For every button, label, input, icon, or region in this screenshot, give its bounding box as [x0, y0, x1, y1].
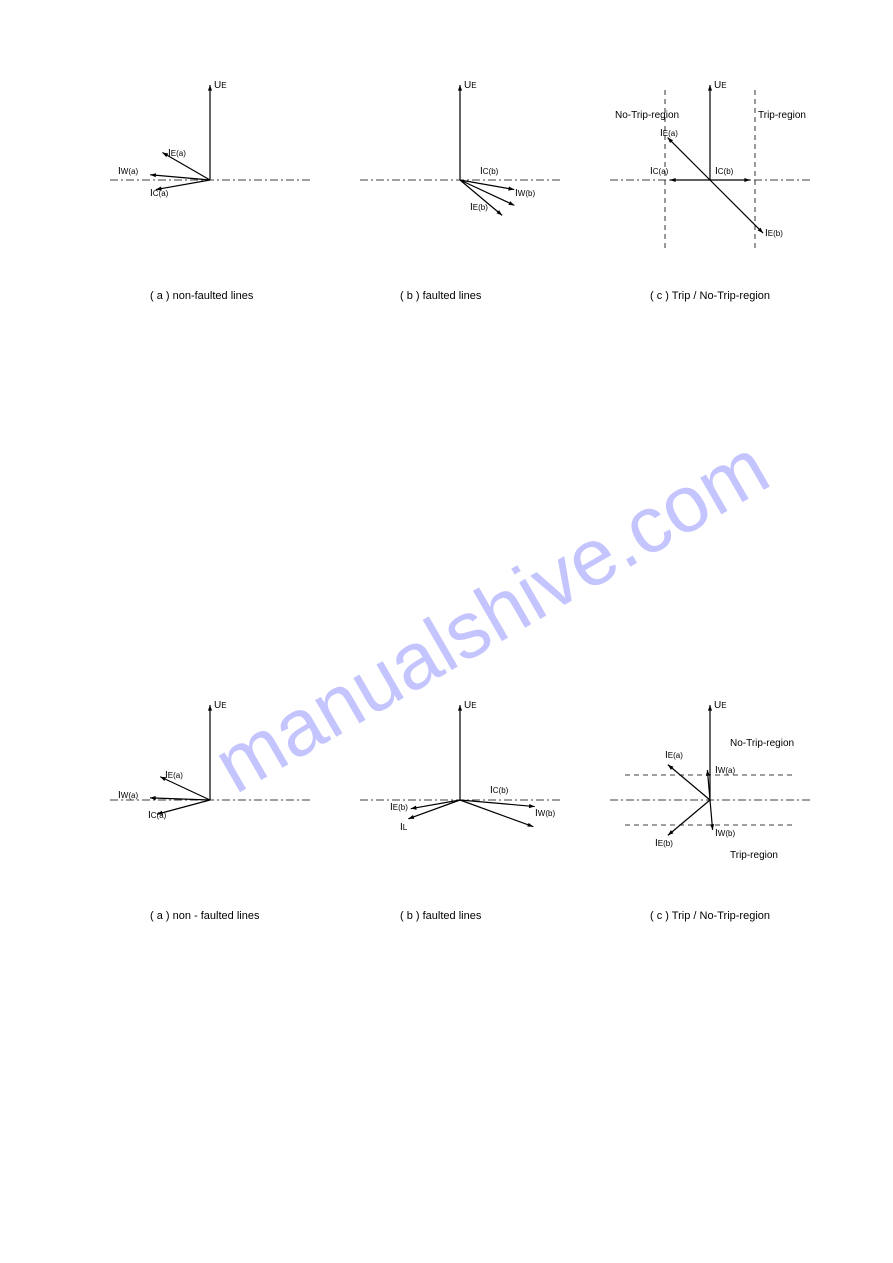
vector-label: IW(b) [535, 808, 555, 819]
vector-label: UE [214, 80, 227, 91]
vector-label: UE [214, 700, 227, 711]
vector-label: Trip-region [730, 850, 778, 861]
vector-label: IE(a) [665, 750, 683, 761]
vector-label: IW(a) [118, 166, 138, 177]
panel-caption: ( c ) Trip / No-Trip-region [650, 290, 770, 302]
vector-label: IC(a) [650, 166, 668, 177]
vector-label: IC(b) [715, 166, 733, 177]
vector-label: IW(a) [118, 790, 138, 801]
vector-label: IE(b) [390, 802, 408, 813]
vector-label: UE [714, 700, 727, 711]
vector-label: Trip-region [758, 110, 806, 121]
vector-label: IE(a) [660, 128, 678, 139]
vector-label: UE [714, 80, 727, 91]
vector-label: IL [400, 822, 407, 833]
panel-caption: ( b ) faulted lines [400, 290, 481, 302]
vector-label: IC(b) [490, 785, 508, 796]
vector-label: IE(b) [655, 838, 673, 849]
vector-label: IE(a) [168, 148, 186, 159]
vector-label: IW(b) [515, 188, 535, 199]
vector-label: IE(b) [765, 228, 783, 239]
panel-caption: ( a ) non - faulted lines [150, 910, 259, 922]
vector-label: UE [464, 700, 477, 711]
vector-label: IC(a) [148, 810, 166, 821]
vector-label: IW(a) [715, 765, 735, 776]
vector-label: IE(b) [470, 202, 488, 213]
panel-caption: ( b ) faulted lines [400, 910, 481, 922]
vector-label: IE(a) [165, 770, 183, 781]
vector-label: IW(b) [715, 828, 735, 839]
vector-label: No-Trip-region [730, 738, 794, 749]
diagram-canvas [0, 0, 893, 1263]
vector-label: IC(a) [150, 188, 168, 199]
vector-label: IC(b) [480, 166, 498, 177]
panel-caption: ( c ) Trip / No-Trip-region [650, 910, 770, 922]
vector-label: UE [464, 80, 477, 91]
panel-caption: ( a ) non-faulted lines [150, 290, 253, 302]
vector-label: No-Trip-region [615, 110, 679, 121]
